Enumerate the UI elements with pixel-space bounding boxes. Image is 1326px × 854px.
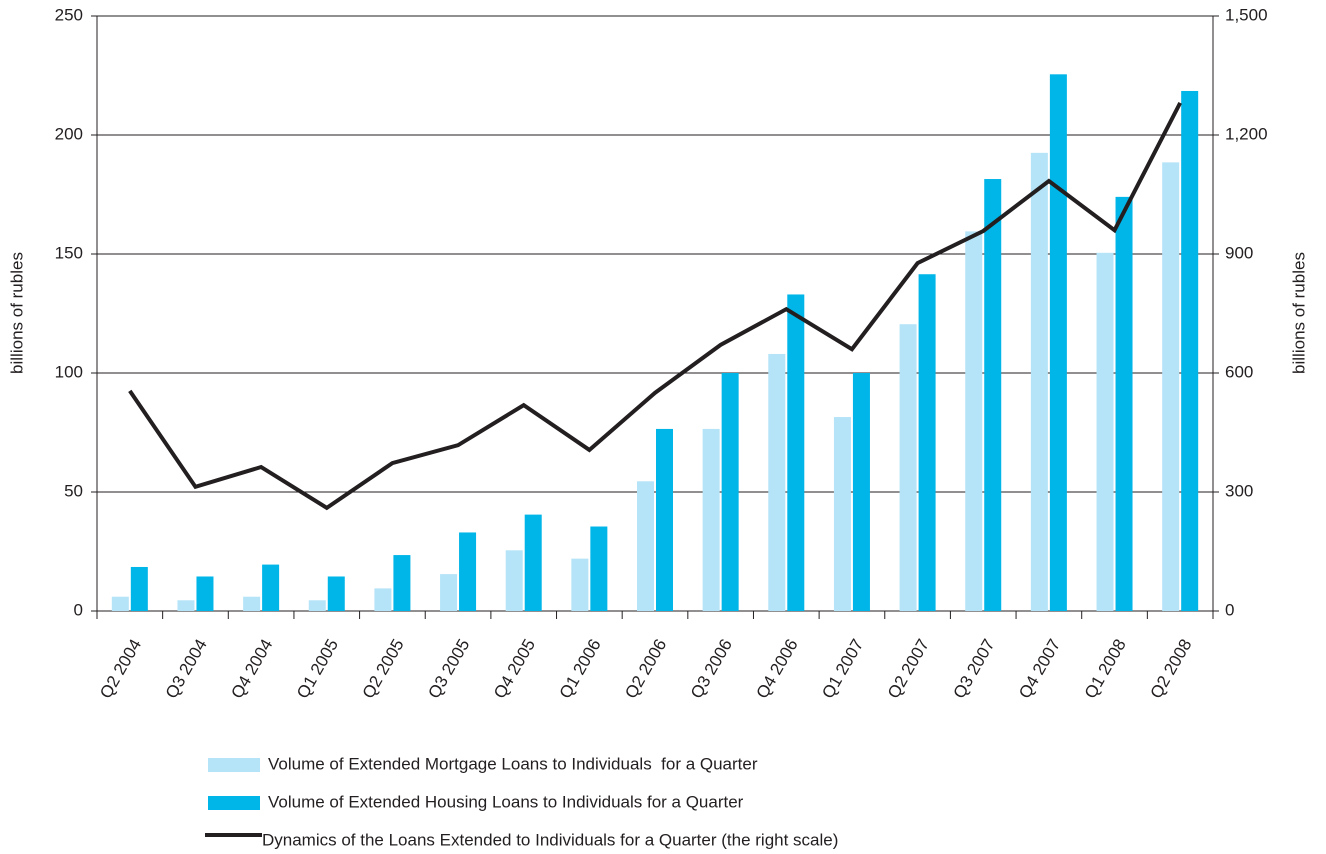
bar — [196, 576, 214, 611]
bar — [262, 564, 280, 611]
y2-axis-label: billions of rubles — [1289, 252, 1308, 374]
bar — [327, 576, 345, 611]
y2-tick-label: 0 — [1225, 600, 1234, 619]
bar — [637, 481, 654, 611]
x-tick-label: Q3 2004 — [162, 636, 211, 702]
x-tick-label: Q2 2004 — [96, 636, 145, 702]
y2-tick-label: 1,500 — [1225, 5, 1268, 24]
bar — [656, 428, 673, 611]
bar — [590, 526, 608, 611]
x-tick-label: Q1 2006 — [556, 636, 605, 702]
y-tick-label: 100 — [55, 362, 83, 381]
bar — [393, 555, 411, 611]
y2-tick-label: 1,200 — [1225, 124, 1268, 143]
bar — [571, 558, 589, 611]
x-tick-label: Q2 2008 — [1146, 636, 1195, 702]
bar — [984, 179, 1002, 611]
x-tick-label: Q2 2007 — [884, 636, 933, 702]
x-tick-label: Q4 2005 — [490, 636, 539, 702]
x-tick-label: Q1 2008 — [1081, 636, 1130, 702]
line — [128, 101, 1182, 511]
bar — [177, 600, 195, 611]
bar — [787, 294, 805, 611]
bar — [111, 596, 129, 611]
bar — [918, 274, 936, 611]
bar — [374, 588, 392, 611]
bar — [440, 574, 458, 611]
x-tick-label: Q4 2006 — [753, 636, 802, 702]
legend-label: Dynamics of the Loans Extended to Indivi… — [262, 830, 838, 849]
bar — [243, 596, 261, 611]
y-tick-label: 0 — [74, 600, 83, 619]
bar — [1096, 252, 1114, 611]
bar — [702, 428, 720, 611]
y2-tick-label: 600 — [1225, 362, 1253, 381]
legend-swatch — [208, 758, 260, 772]
legend-label: Volume of Extended Housing Loans to Indi… — [268, 792, 744, 811]
bar — [459, 532, 477, 611]
x-tick-label: Q1 2005 — [293, 636, 342, 702]
y-tick-label: 150 — [55, 243, 83, 262]
bar — [524, 514, 542, 611]
y2-tick-label: 900 — [1225, 243, 1253, 262]
x-tick-label: Q3 2007 — [950, 636, 999, 702]
bar — [965, 231, 983, 611]
bar — [1181, 90, 1199, 612]
bar — [833, 417, 851, 611]
bar — [721, 373, 739, 611]
y2-tick-label: 300 — [1225, 481, 1253, 500]
y-tick-label: 50 — [64, 481, 83, 500]
x-tick-label: Q4 2007 — [1015, 636, 1064, 702]
bar — [130, 566, 148, 611]
x-tick-label: Q3 2005 — [424, 636, 473, 702]
bar — [852, 373, 870, 611]
bar — [899, 324, 917, 611]
bar — [768, 353, 786, 611]
bar — [1049, 74, 1067, 611]
bar — [1030, 152, 1048, 611]
y-tick-label: 200 — [55, 124, 83, 143]
bar — [1162, 162, 1180, 611]
x-tick-label: Q1 2007 — [818, 636, 867, 702]
bar — [308, 600, 326, 611]
x-tick-label: Q2 2006 — [621, 636, 670, 702]
legend-label: Volume of Extended Mortgage Loans to Ind… — [268, 754, 758, 773]
bar — [505, 550, 523, 611]
x-tick-label: Q3 2006 — [687, 636, 736, 702]
x-tick-label: Q2 2005 — [359, 636, 408, 702]
x-tick-label: Q4 2004 — [227, 636, 276, 702]
y-tick-label: 250 — [55, 5, 83, 24]
bar — [1115, 196, 1133, 611]
legend-swatch — [208, 796, 260, 810]
y-axis-label: billions of rubles — [7, 252, 26, 374]
